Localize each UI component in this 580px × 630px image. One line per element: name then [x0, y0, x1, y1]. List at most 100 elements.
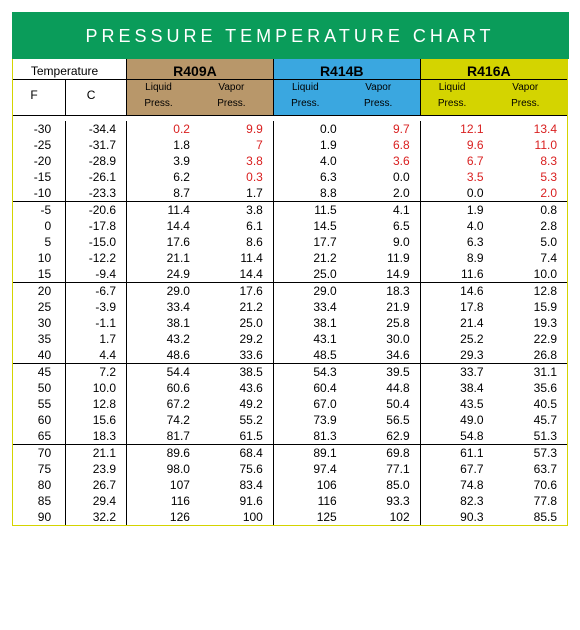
- cell: 44.8: [347, 380, 420, 396]
- cell: 73.9: [273, 412, 346, 428]
- cell: 85: [13, 493, 66, 509]
- cell: 90.3: [420, 509, 493, 525]
- table-row: 30-1.138.125.038.125.821.419.3: [13, 315, 567, 331]
- cell: -30: [13, 121, 66, 137]
- cell: -3.9: [66, 299, 127, 315]
- cell: 8.6: [200, 234, 273, 250]
- cell: 65: [13, 428, 66, 445]
- cell: 85.0: [347, 477, 420, 493]
- table-row: 6518.381.761.581.362.954.851.3: [13, 428, 567, 445]
- table-row: 0-17.814.46.114.56.54.02.8: [13, 218, 567, 234]
- table-row: -15-26.16.20.36.30.03.55.3: [13, 169, 567, 185]
- cell: 54.4: [127, 364, 200, 381]
- cell: 116: [127, 493, 200, 509]
- table-row: 8026.710783.410685.074.870.6: [13, 477, 567, 493]
- cell: 21.1: [127, 250, 200, 266]
- cell: 100: [200, 509, 273, 525]
- cell: 8.9: [420, 250, 493, 266]
- cell: 61.1: [420, 445, 493, 462]
- cell: 40: [13, 347, 66, 364]
- cell: -15: [13, 169, 66, 185]
- cell: 32.2: [66, 509, 127, 525]
- header-temp-c: C: [66, 79, 127, 115]
- cell: 10: [13, 250, 66, 266]
- cell: 1.8: [127, 137, 200, 153]
- cell: 50.4: [347, 396, 420, 412]
- cell: -20.6: [66, 202, 127, 219]
- cell: 23.9: [66, 461, 127, 477]
- table-row: -5-20.611.43.811.54.11.90.8: [13, 202, 567, 219]
- cell: 106: [273, 477, 346, 493]
- cell: 43.5: [420, 396, 493, 412]
- cell: 17.7: [273, 234, 346, 250]
- cell: 97.4: [273, 461, 346, 477]
- cell: 15: [13, 266, 66, 283]
- table-row: 7523.998.075.697.477.167.763.7: [13, 461, 567, 477]
- cell: 7.2: [66, 364, 127, 381]
- cell: 6.3: [420, 234, 493, 250]
- cell: 4.1: [347, 202, 420, 219]
- cell: 75.6: [200, 461, 273, 477]
- cell: 70: [13, 445, 66, 462]
- cell: 3.6: [347, 153, 420, 169]
- cell: 107: [127, 477, 200, 493]
- cell: 21.4: [420, 315, 493, 331]
- cell: 74.2: [127, 412, 200, 428]
- cell: 6.1: [200, 218, 273, 234]
- cell: 17.6: [127, 234, 200, 250]
- cell: 67.2: [127, 396, 200, 412]
- cell: 12.8: [66, 396, 127, 412]
- cell: 17.8: [420, 299, 493, 315]
- cell: -23.3: [66, 185, 127, 202]
- cell: 54.8: [420, 428, 493, 445]
- cell: -34.4: [66, 121, 127, 137]
- cell: 43.1: [273, 331, 346, 347]
- cell: 70.6: [494, 477, 567, 493]
- cell: 21.2: [273, 250, 346, 266]
- cell: 5.3: [494, 169, 567, 185]
- cell: 13.4: [494, 121, 567, 137]
- cell: 81.3: [273, 428, 346, 445]
- cell: 14.9: [347, 266, 420, 283]
- cell: 49.2: [200, 396, 273, 412]
- cell: 9.6: [420, 137, 493, 153]
- cell: 19.3: [494, 315, 567, 331]
- cell: 55.2: [200, 412, 273, 428]
- cell: 1.7: [66, 331, 127, 347]
- table-row: 351.743.229.243.130.025.222.9: [13, 331, 567, 347]
- cell: 29.3: [420, 347, 493, 364]
- cell: 0.0: [347, 169, 420, 185]
- cell: 29.4: [66, 493, 127, 509]
- cell: 69.8: [347, 445, 420, 462]
- cell: 9.7: [347, 121, 420, 137]
- cell: 0.3: [200, 169, 273, 185]
- cell: 85.5: [494, 509, 567, 525]
- cell: 35: [13, 331, 66, 347]
- cell: 2.0: [494, 185, 567, 202]
- cell: 98.0: [127, 461, 200, 477]
- cell: 0.0: [420, 185, 493, 202]
- cell: 33.4: [273, 299, 346, 315]
- cell: 74.8: [420, 477, 493, 493]
- cell: 3.8: [200, 202, 273, 219]
- cell: 63.7: [494, 461, 567, 477]
- cell: 11.9: [347, 250, 420, 266]
- cell: 25.8: [347, 315, 420, 331]
- cell: 10.0: [66, 380, 127, 396]
- cell: 77.1: [347, 461, 420, 477]
- cell: 2.0: [347, 185, 420, 202]
- header-vapor: VaporPress.: [347, 79, 420, 115]
- cell: 49.0: [420, 412, 493, 428]
- cell: 29.0: [273, 283, 346, 300]
- cell: 25.0: [200, 315, 273, 331]
- cell: 33.7: [420, 364, 493, 381]
- cell: 38.5: [200, 364, 273, 381]
- cell: -28.9: [66, 153, 127, 169]
- cell: 18.3: [347, 283, 420, 300]
- table-row: 404.448.633.648.534.629.326.8: [13, 347, 567, 364]
- cell: 91.6: [200, 493, 273, 509]
- table-row: 25-3.933.421.233.421.917.815.9: [13, 299, 567, 315]
- pt-table: Temperature R409A R414B R416A F C Liquid…: [13, 59, 567, 526]
- cell: 22.9: [494, 331, 567, 347]
- header-vapor: VaporPress.: [200, 79, 273, 115]
